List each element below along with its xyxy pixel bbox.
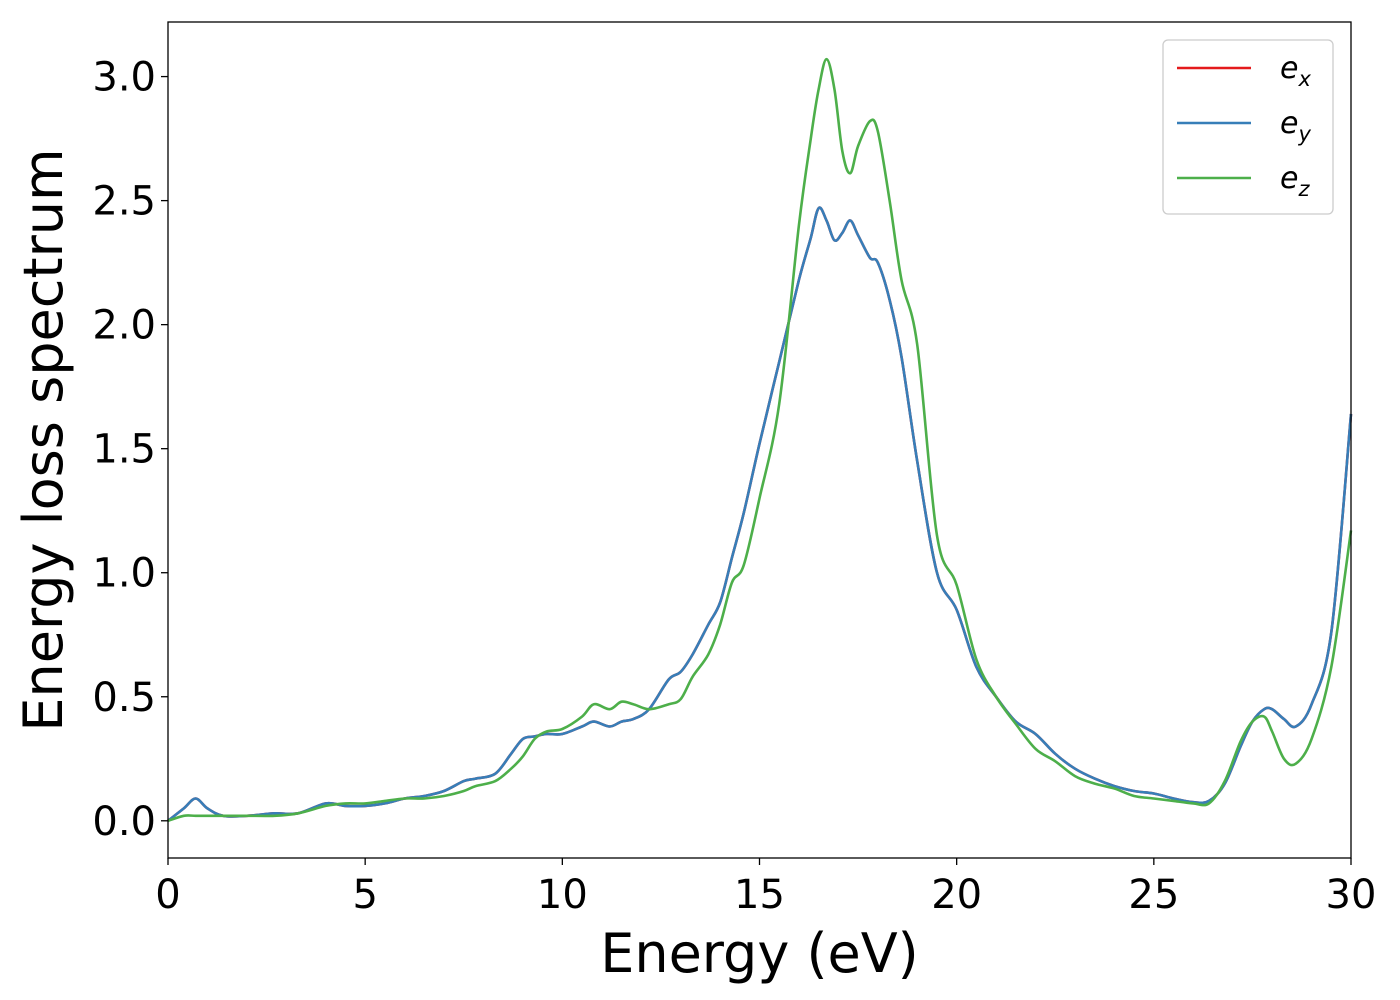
x-tick-label: 20 — [931, 872, 982, 918]
x-tick-label: 30 — [1326, 872, 1377, 918]
y-tick-label: 1.0 — [92, 551, 156, 597]
series-line-ez — [167, 57, 1353, 823]
y-tick-label: 1.5 — [92, 427, 156, 473]
x-tick-label: 25 — [1128, 872, 1179, 918]
y-axis-label: Energy loss spectrum — [12, 148, 75, 731]
series-line-ey — [167, 206, 1353, 822]
legend-label: ey — [1280, 106, 1311, 146]
x-tick-label: 5 — [352, 872, 377, 918]
x-tick-label: 10 — [537, 872, 588, 918]
x-tick-label: 0 — [155, 872, 180, 918]
y-tick-label: 3.0 — [92, 55, 156, 101]
y-tick-label: 2.5 — [92, 179, 156, 225]
series-layer — [167, 57, 1353, 823]
legend-label: ex — [1280, 51, 1311, 91]
y-tick-label: 0.5 — [92, 675, 156, 721]
y-tick-label: 0.0 — [92, 799, 156, 845]
x-tick-label: 15 — [734, 872, 785, 918]
x-axis-label: Energy (eV) — [600, 922, 919, 985]
legend-label: ez — [1280, 161, 1310, 201]
y-tick-label: 2.0 — [92, 303, 156, 349]
y-axis-ticks: 0.0 0.5 1.0 1.5 2.0 2.5 3.0 — [92, 55, 168, 845]
series-line-ex — [167, 206, 1353, 822]
legend-box — [1162, 39, 1334, 215]
x-axis-ticks: 0 5 10 15 20 25 30 — [155, 858, 1376, 918]
legend: ex ey ez — [1162, 39, 1334, 215]
